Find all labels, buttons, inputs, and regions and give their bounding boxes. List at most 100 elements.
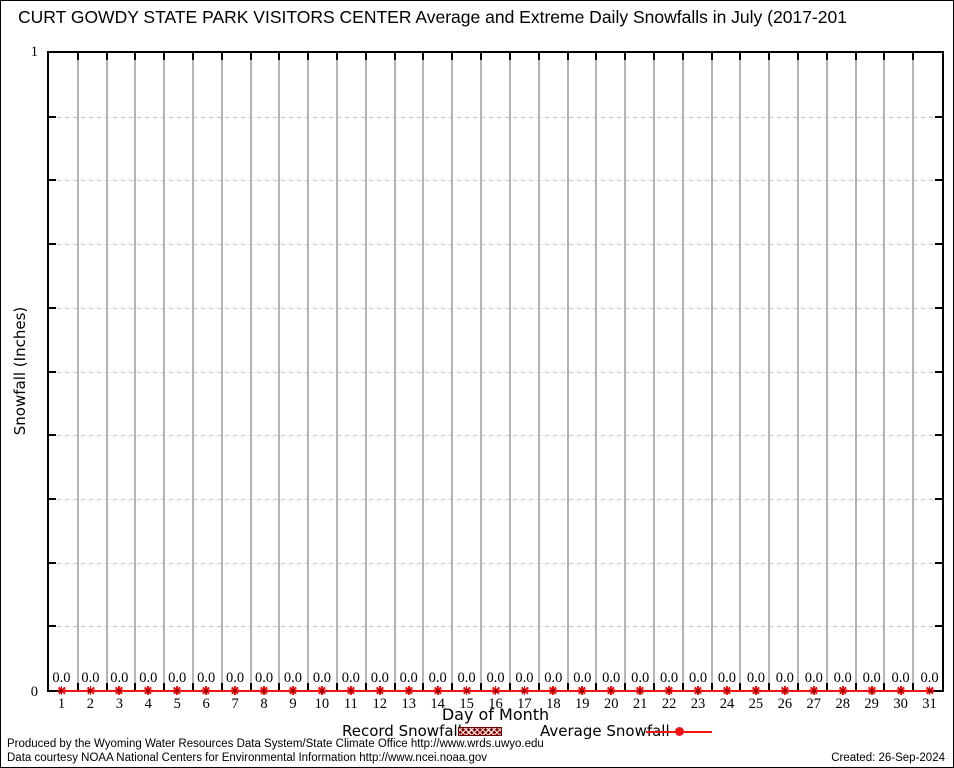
vertical-gridline <box>825 53 828 690</box>
x-tick-bottom <box>422 683 425 690</box>
x-tick-bottom <box>537 683 540 690</box>
y-axis-title: Snowfall (Inches) <box>11 306 29 436</box>
x-tick-top <box>768 53 771 60</box>
x-tick-top <box>422 53 425 60</box>
x-tick-bottom <box>681 683 684 690</box>
x-tick-bottom <box>163 683 166 690</box>
vertical-gridline <box>854 53 857 690</box>
vertical-gridline <box>220 53 223 690</box>
x-axis-title: Day of Month <box>441 705 550 724</box>
record-snowfall-swatch-icon <box>458 727 502 736</box>
horizontal-gridline <box>49 435 942 437</box>
horizontal-gridline <box>49 498 942 500</box>
x-tick-bottom <box>710 683 713 690</box>
horizontal-gridline <box>49 626 942 628</box>
x-tick-top <box>595 53 598 60</box>
x-tick-top <box>681 53 684 60</box>
y-tick-left <box>49 434 56 437</box>
y-tick-right <box>935 561 942 564</box>
x-tick-bottom <box>451 683 454 690</box>
vertical-gridline <box>451 53 454 690</box>
vertical-gridline <box>652 53 655 690</box>
x-tick-top <box>364 53 367 60</box>
legend-average-snowfall-label: Average Snowfall <box>540 722 670 740</box>
x-tick-top <box>537 53 540 60</box>
footer-produced-by: Produced by the Wyoming Water Resources … <box>7 738 544 750</box>
x-tick-bottom <box>192 683 195 690</box>
x-tick-top <box>480 53 483 60</box>
y-axis-tick-label-max: 1 <box>30 44 38 60</box>
footer-created-date: Created: 26-Sep-2024 <box>831 752 945 764</box>
vertical-gridline <box>508 53 511 690</box>
x-tick-bottom <box>652 683 655 690</box>
horizontal-gridline <box>49 180 942 182</box>
x-tick-bottom <box>278 683 281 690</box>
vertical-gridline <box>278 53 281 690</box>
vertical-gridline <box>163 53 166 690</box>
x-tick-top <box>883 53 886 60</box>
y-tick-right <box>935 306 942 309</box>
y-tick-right <box>935 434 942 437</box>
x-tick-bottom <box>134 683 137 690</box>
vertical-gridline <box>76 53 79 690</box>
average-snowfall-point-icon <box>675 727 684 736</box>
x-tick-bottom <box>336 683 339 690</box>
vertical-gridline <box>739 53 742 690</box>
vertical-gridline <box>422 53 425 690</box>
x-tick-bottom <box>480 683 483 690</box>
x-tick-bottom <box>595 683 598 690</box>
vertical-gridline <box>710 53 713 690</box>
vertical-gridline <box>105 53 108 690</box>
x-tick-top <box>163 53 166 60</box>
x-tick-top <box>912 53 915 60</box>
vertical-gridline <box>480 53 483 690</box>
vertical-gridline <box>249 53 252 690</box>
vertical-gridline <box>393 53 396 690</box>
x-tick-top <box>336 53 339 60</box>
x-tick-bottom <box>566 683 569 690</box>
x-tick-bottom <box>912 683 915 690</box>
vertical-gridline <box>624 53 627 690</box>
x-tick-top <box>220 53 223 60</box>
y-tick-left <box>49 306 56 309</box>
vertical-gridline <box>336 53 339 690</box>
vertical-gridline <box>537 53 540 690</box>
x-tick-bottom <box>624 683 627 690</box>
y-tick-left <box>49 497 56 500</box>
y-tick-right <box>935 115 942 118</box>
horizontal-gridline <box>49 562 942 564</box>
x-tick-top <box>105 53 108 60</box>
x-tick-top <box>710 53 713 60</box>
x-tick-top <box>624 53 627 60</box>
x-tick-top <box>566 53 569 60</box>
x-tick-top <box>796 53 799 60</box>
x-tick-bottom <box>883 683 886 690</box>
y-tick-right <box>935 243 942 246</box>
x-tick-top <box>307 53 310 60</box>
vertical-gridline <box>364 53 367 690</box>
y-tick-left <box>49 179 56 182</box>
y-tick-left <box>49 561 56 564</box>
chart-title: CURT GOWDY STATE PARK VISITORS CENTER Av… <box>18 7 847 27</box>
vertical-gridline <box>595 53 598 690</box>
vertical-gridline <box>883 53 886 690</box>
x-tick-top <box>854 53 857 60</box>
x-tick-top <box>134 53 137 60</box>
vertical-gridline <box>134 53 137 690</box>
horizontal-gridline <box>49 244 942 246</box>
x-tick-bottom <box>796 683 799 690</box>
x-tick-top <box>192 53 195 60</box>
plot-area <box>47 51 944 692</box>
x-tick-top <box>652 53 655 60</box>
x-tick-top <box>508 53 511 60</box>
x-tick-bottom <box>105 683 108 690</box>
x-tick-top <box>451 53 454 60</box>
x-tick-bottom <box>393 683 396 690</box>
y-tick-left <box>49 243 56 246</box>
x-tick-bottom <box>249 683 252 690</box>
y-tick-left <box>49 370 56 373</box>
vertical-gridline <box>307 53 310 690</box>
x-tick-bottom <box>307 683 310 690</box>
x-tick-bottom <box>768 683 771 690</box>
legend-record-snowfall-label: Record Snowfall <box>342 722 462 740</box>
